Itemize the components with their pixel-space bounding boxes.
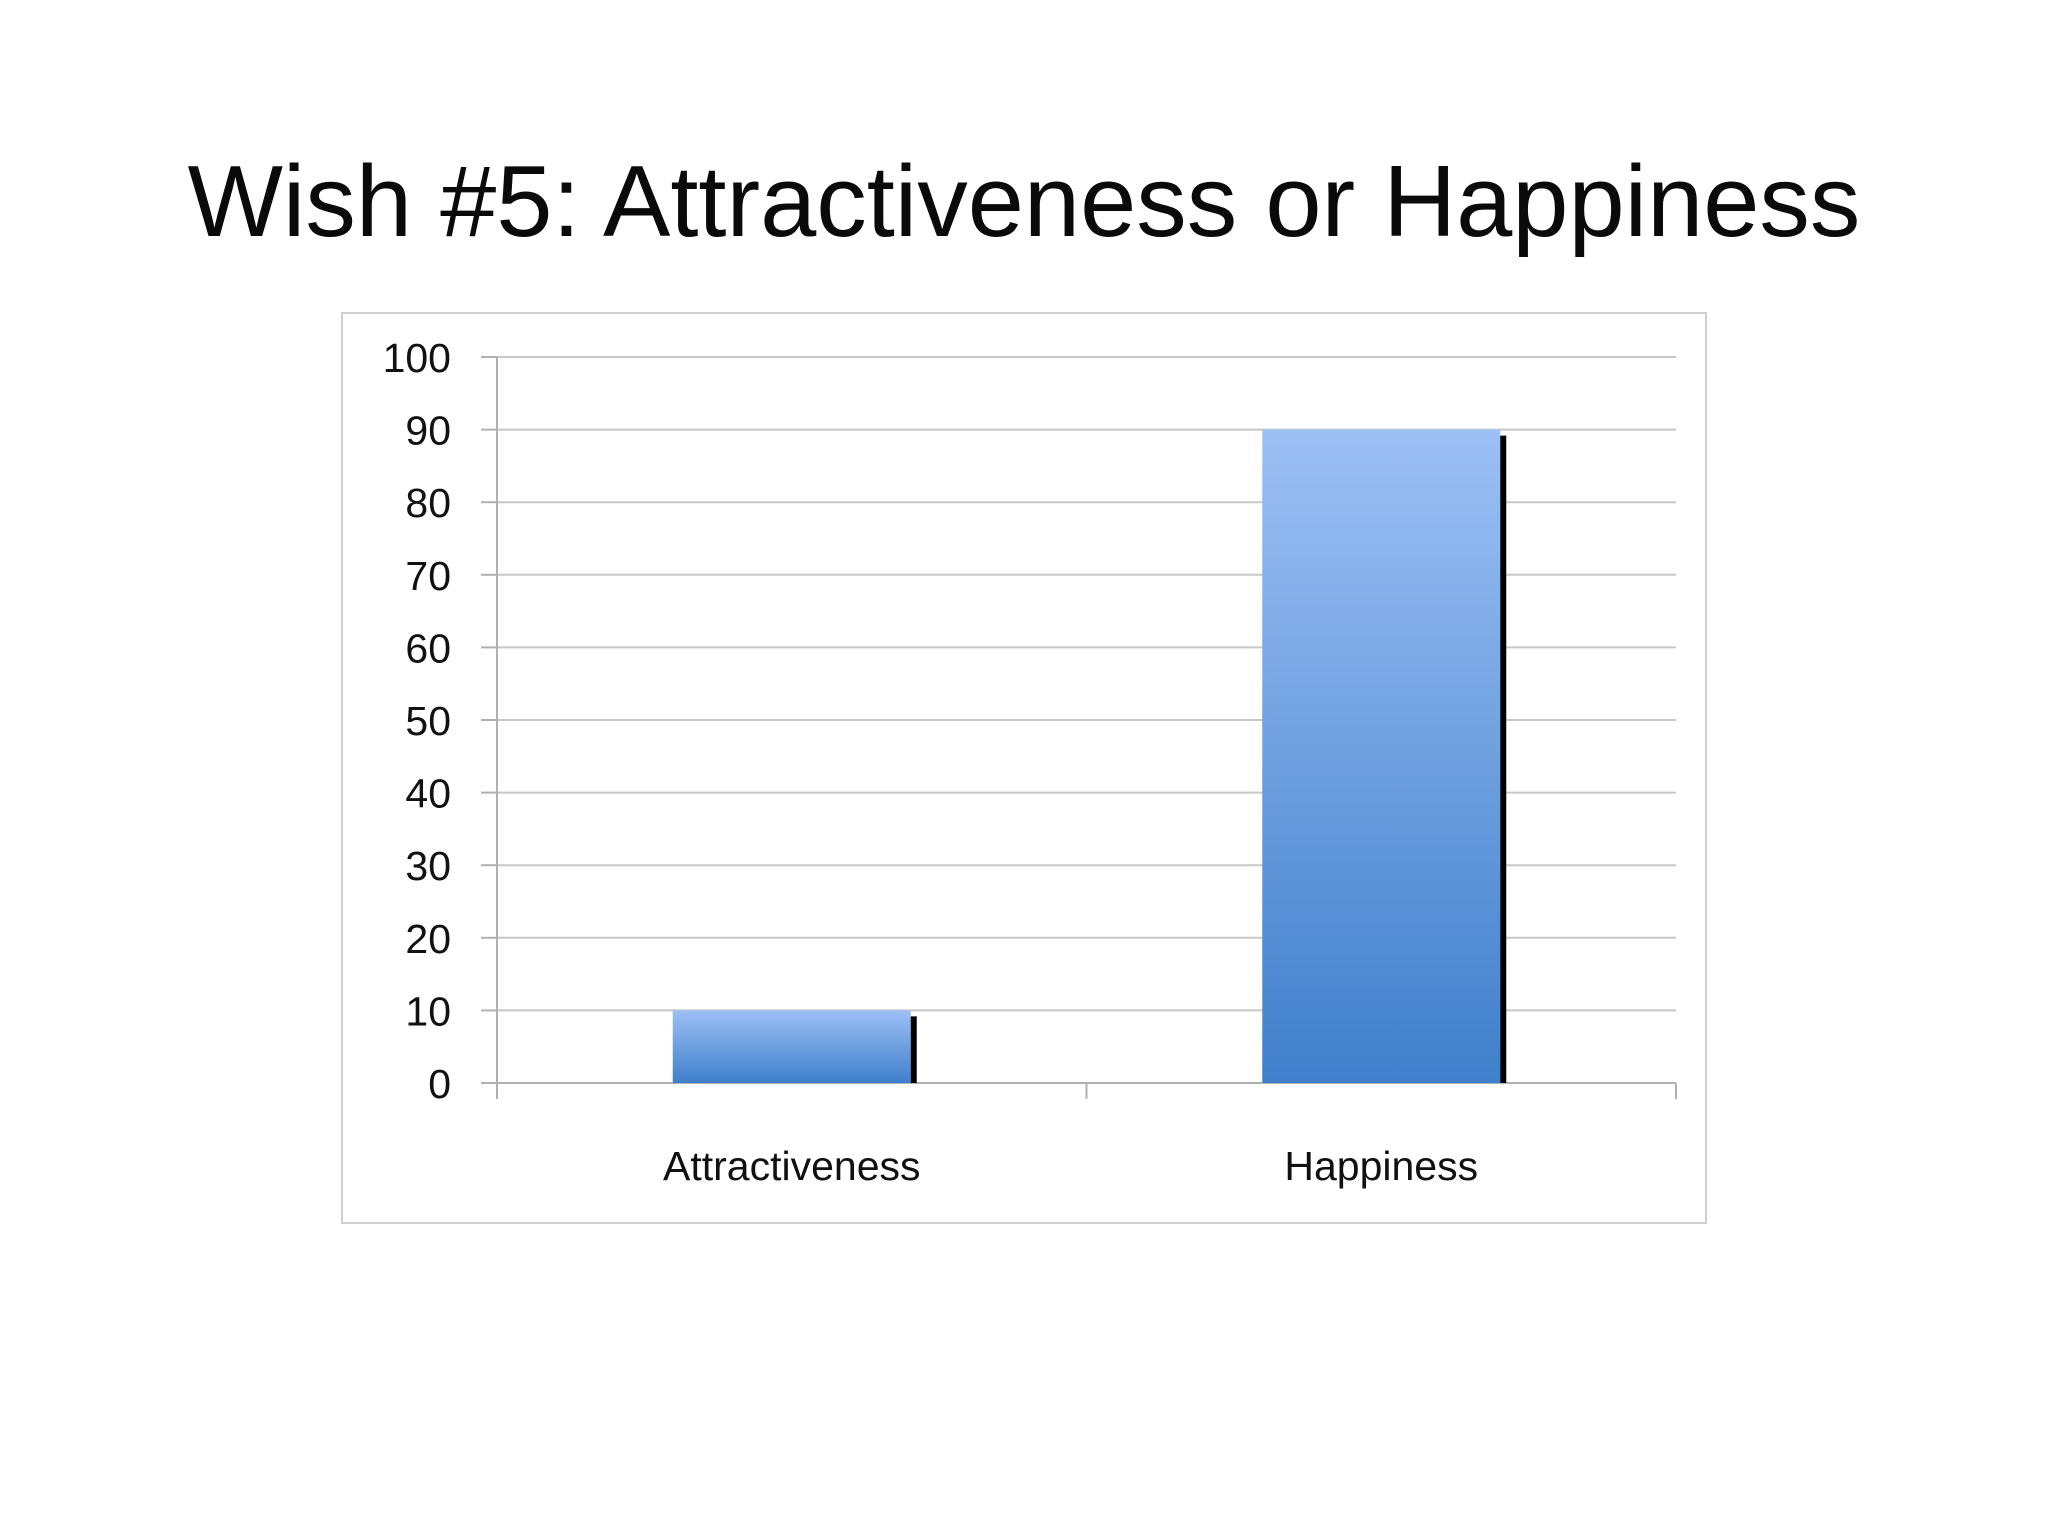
y-tick-label: 0 <box>428 1061 451 1107</box>
x-category-label: Attractiveness <box>663 1143 921 1189</box>
y-tick-label: 50 <box>405 698 451 744</box>
y-tick-label: 80 <box>405 480 451 526</box>
y-tick-label: 30 <box>405 843 451 889</box>
y-tick-label: 40 <box>405 771 451 817</box>
y-tick-label: 60 <box>405 625 451 671</box>
bars <box>672 429 1507 1084</box>
y-tick-label: 10 <box>405 988 451 1034</box>
y-tick-labels: 0 10 20 30 40 50 60 70 80 90 100 <box>383 335 451 1107</box>
y-tick-label: 90 <box>405 408 451 454</box>
y-tick-label: 100 <box>383 335 451 381</box>
y-tick-label: 70 <box>405 553 451 599</box>
bar-attractiveness <box>672 1010 911 1083</box>
x-category-label: Happiness <box>1284 1143 1478 1189</box>
bar-happiness <box>1262 429 1501 1084</box>
y-tick-label: 20 <box>405 916 451 962</box>
x-category-labels: Attractiveness Happiness <box>663 1143 1478 1189</box>
slide-title: Wish #5: Attractiveness or Happiness <box>187 146 1861 258</box>
